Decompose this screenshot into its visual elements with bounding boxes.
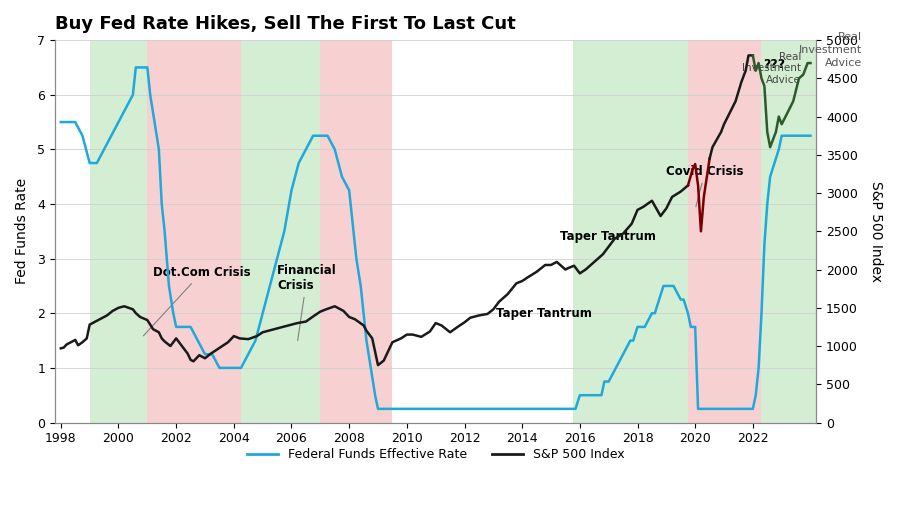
Bar — [90, 40, 147, 422]
Text: Financial
Crisis: Financial Crisis — [277, 264, 337, 340]
Y-axis label: S&P 500 Index: S&P 500 Index — [869, 181, 883, 282]
Y-axis label: Fed Funds Rate: Fed Funds Rate — [15, 178, 29, 285]
Bar — [762, 40, 816, 422]
Text: Covid Crisis: Covid Crisis — [666, 165, 744, 207]
Text: Real
Investment
Advice: Real Investment Advice — [742, 52, 801, 85]
Bar — [573, 40, 688, 422]
Text: Dot.Com Crisis: Dot.Com Crisis — [144, 266, 251, 336]
Bar — [147, 40, 241, 422]
Text: Buy Fed Rate Hikes, Sell The First To Last Cut: Buy Fed Rate Hikes, Sell The First To La… — [55, 15, 515, 33]
Text: Real
Investment
Advice: Real Investment Advice — [799, 32, 862, 68]
Text: ???: ??? — [763, 58, 785, 71]
Legend: Federal Funds Effective Rate, S&P 500 Index: Federal Funds Effective Rate, S&P 500 In… — [242, 443, 629, 466]
Bar — [688, 40, 762, 422]
Bar — [321, 40, 392, 422]
Text: Taper Tantrum: Taper Tantrum — [497, 307, 592, 320]
Text: Taper Tantrum: Taper Tantrum — [559, 230, 656, 244]
Bar — [241, 40, 321, 422]
